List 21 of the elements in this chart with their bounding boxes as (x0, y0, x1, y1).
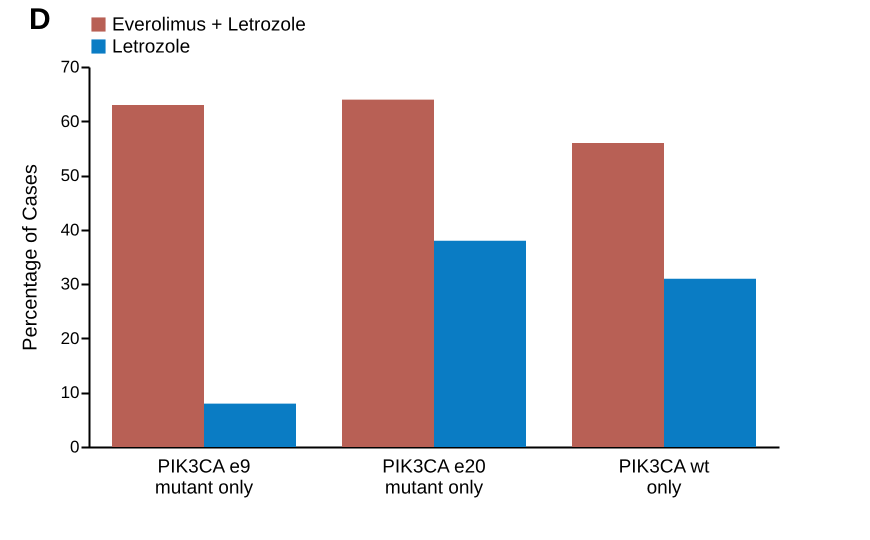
bar (664, 278, 756, 447)
x-tick-label: PIK3CA e9 mutant only (154, 456, 254, 498)
y-tick-label: 30 (60, 274, 80, 294)
y-tick-label: 50 (60, 166, 80, 186)
y-tick-label: 10 (60, 383, 80, 402)
bar (342, 100, 434, 447)
legend-label: Everolimus + Letrozole (112, 14, 306, 36)
x-tick-label: PIK3CA e20 mutant only (382, 456, 486, 498)
chart-title: D (29, 3, 51, 36)
legend-label: Letrozole (112, 36, 190, 58)
y-tick-label: 40 (60, 220, 80, 240)
x-tick-label: PIK3CA wt only (618, 456, 710, 498)
y-axis-title: Percentage of Cases (20, 164, 42, 351)
y-tick-label: 70 (60, 58, 80, 76)
bar (572, 143, 664, 447)
bar (112, 105, 204, 447)
bar (204, 404, 296, 447)
y-tick-label: 0 (70, 438, 80, 456)
y-tick-label: 20 (60, 328, 80, 348)
y-tick-label: 60 (60, 112, 80, 131)
bar (434, 240, 526, 447)
